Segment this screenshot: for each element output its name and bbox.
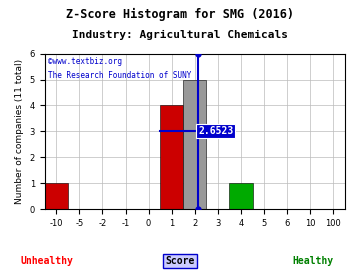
Text: ©www.textbiz.org: ©www.textbiz.org [48,57,122,66]
Bar [160,106,183,209]
Text: Unhealthy: Unhealthy [21,255,73,266]
Bar [45,183,68,209]
Text: Healthy: Healthy [293,255,334,266]
Bar [183,80,206,209]
Text: 2.6523: 2.6523 [198,126,234,136]
Text: The Research Foundation of SUNY: The Research Foundation of SUNY [48,71,191,80]
Y-axis label: Number of companies (11 total): Number of companies (11 total) [15,59,24,204]
Text: Z-Score Histogram for SMG (2016): Z-Score Histogram for SMG (2016) [66,8,294,21]
Text: Industry: Agricultural Chemicals: Industry: Agricultural Chemicals [72,30,288,40]
Text: Score: Score [165,255,195,266]
Bar [229,183,253,209]
